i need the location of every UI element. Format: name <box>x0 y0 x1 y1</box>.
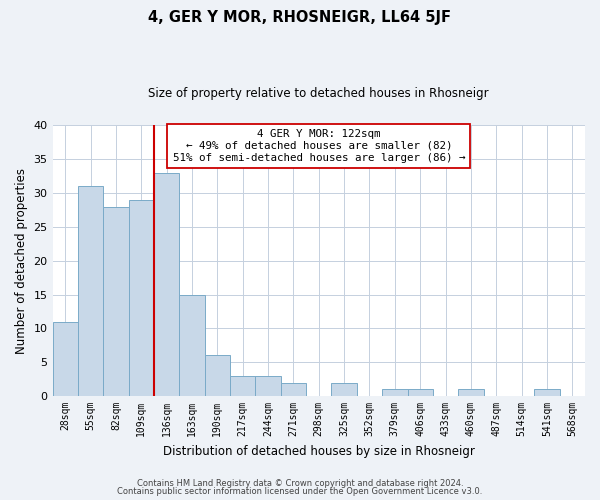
Bar <box>230 376 256 396</box>
Text: Contains public sector information licensed under the Open Government Licence v3: Contains public sector information licen… <box>118 487 482 496</box>
Bar <box>256 376 281 396</box>
Text: 4, GER Y MOR, RHOSNEIGR, LL64 5JF: 4, GER Y MOR, RHOSNEIGR, LL64 5JF <box>149 10 452 25</box>
Bar <box>458 390 484 396</box>
Bar <box>281 382 306 396</box>
Bar <box>179 294 205 396</box>
Title: Size of property relative to detached houses in Rhosneigr: Size of property relative to detached ho… <box>148 88 489 101</box>
Bar <box>103 206 128 396</box>
X-axis label: Distribution of detached houses by size in Rhosneigr: Distribution of detached houses by size … <box>163 444 475 458</box>
Text: 4 GER Y MOR: 122sqm
← 49% of detached houses are smaller (82)
51% of semi-detach: 4 GER Y MOR: 122sqm ← 49% of detached ho… <box>173 130 465 162</box>
Bar <box>53 322 78 396</box>
Y-axis label: Number of detached properties: Number of detached properties <box>15 168 28 354</box>
Bar <box>382 390 407 396</box>
Bar <box>407 390 433 396</box>
Bar <box>205 356 230 396</box>
Bar <box>78 186 103 396</box>
Bar <box>534 390 560 396</box>
Bar <box>154 172 179 396</box>
Bar <box>331 382 357 396</box>
Text: Contains HM Land Registry data © Crown copyright and database right 2024.: Contains HM Land Registry data © Crown c… <box>137 478 463 488</box>
Bar <box>128 200 154 396</box>
